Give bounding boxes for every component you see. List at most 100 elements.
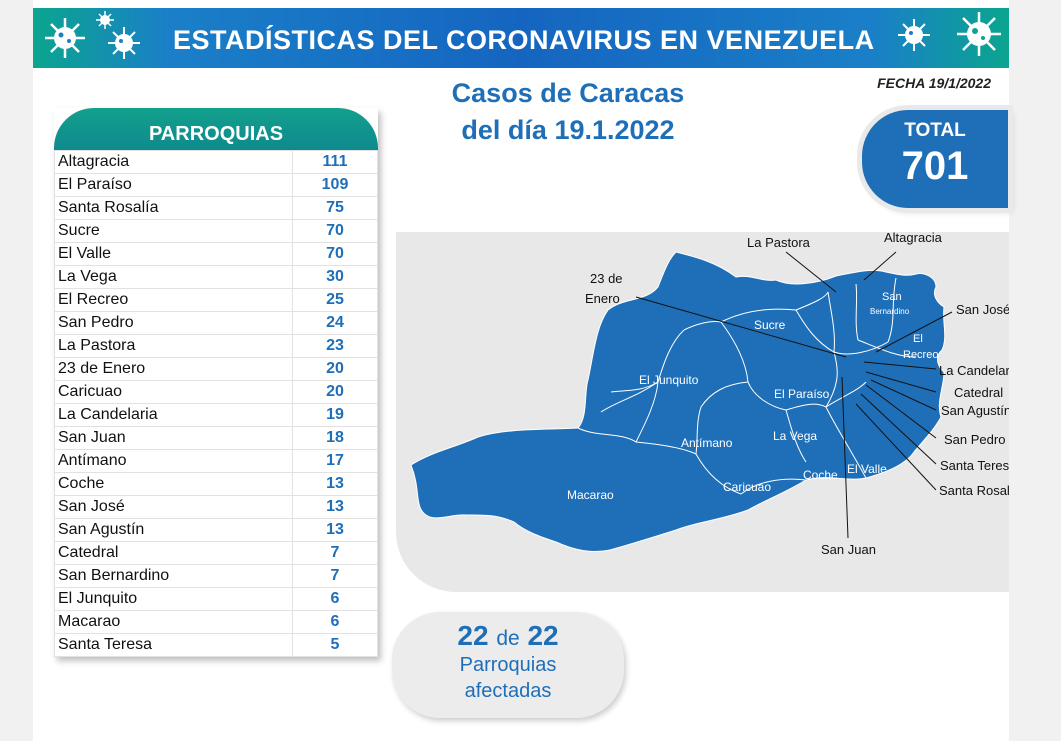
parish-name: Santa Teresa <box>54 633 293 657</box>
parish-name: San Agustín <box>54 518 293 542</box>
map-label: El Valle <box>847 462 887 476</box>
table-row: Coche 13 <box>54 472 378 496</box>
total-box: TOTAL 701 <box>862 110 1008 208</box>
parish-cases: 20 <box>292 357 378 381</box>
parish-cases: 17 <box>292 449 378 473</box>
map-label: Antímano <box>681 436 733 450</box>
callout-label: Santa Rosalía <box>939 483 1009 498</box>
parish-cases: 20 <box>292 380 378 404</box>
header-banner: ESTADÍSTICAS DEL CORONAVIRUS EN VENEZUEL… <box>33 8 1009 68</box>
table-row: Altagracia 111 <box>54 150 378 174</box>
parish-name: La Pastora <box>54 334 293 358</box>
parishes-table: PARROQUIAS Altagracia 111 El Paraíso 109 San… <box>54 108 378 657</box>
parish-borders <box>577 277 917 495</box>
map-label: El <box>913 333 923 345</box>
table-row: El Recreo 25 <box>54 288 378 312</box>
parish-cases: 25 <box>292 288 378 312</box>
affected-count-total: 22 <box>527 620 559 651</box>
callout-label: San José <box>956 302 1009 317</box>
parish-name: Sucre <box>54 219 293 243</box>
parish-name: Antímano <box>54 449 293 473</box>
parish-cases: 19 <box>292 403 378 427</box>
callout-labels: La Pastora Altagracia 23 de Enero San Jo… <box>585 232 1009 557</box>
parish-cases: 30 <box>292 265 378 289</box>
parish-name: Catedral <box>54 541 293 565</box>
parish-name: Santa Rosalía <box>54 196 293 220</box>
table-row: La Vega 30 <box>54 265 378 289</box>
parish-cases: 6 <box>292 610 378 634</box>
callout-label: Santa Teresa <box>940 458 1009 473</box>
affected-line-2: afectadas <box>464 680 552 702</box>
total-value: 701 <box>901 144 969 188</box>
table-row: San Juan 18 <box>54 426 378 450</box>
parish-cases: 13 <box>292 495 378 519</box>
table-row: San Pedro 24 <box>54 311 378 335</box>
banner-title: ESTADÍSTICAS DEL CORONAVIRUS EN VENEZUEL… <box>173 25 875 55</box>
parish-name: Macarao <box>54 610 293 634</box>
table-row: Santa Teresa 5 <box>54 633 378 657</box>
subtitle-line-1: Casos de Caracas <box>451 78 685 108</box>
parish-cases: 111 <box>292 150 378 174</box>
callout-label: San Juan <box>821 542 876 557</box>
map-label: El Junquito <box>639 373 699 387</box>
parish-cases: 23 <box>292 334 378 358</box>
parish-cases: 109 <box>292 173 378 197</box>
virus-icon <box>96 11 114 29</box>
affected-count-of-word: de <box>496 627 520 650</box>
map-label: La Vega <box>773 429 817 443</box>
parish-name: El Junquito <box>54 587 293 611</box>
table-row: El Valle 70 <box>54 242 378 266</box>
report-date: FECHA 19/1/2022 <box>877 75 991 91</box>
callout-label: San Pedro <box>944 432 1005 447</box>
parish-cases: 13 <box>292 472 378 496</box>
virus-icon <box>957 12 1001 56</box>
map-label: Recreo <box>903 349 938 361</box>
callout-label: Enero <box>585 291 620 306</box>
map-label: Caricuao <box>723 480 771 494</box>
total-label: TOTAL <box>904 120 966 141</box>
parish-cases: 24 <box>292 311 378 335</box>
map-label: Bernardino <box>870 307 910 316</box>
callout-lines <box>635 251 953 539</box>
parish-name: El Recreo <box>54 288 293 312</box>
table-row: San José 13 <box>54 495 378 519</box>
parish-cases: 18 <box>292 426 378 450</box>
table-header: PARROQUIAS <box>54 108 378 150</box>
table-row: La Pastora 23 <box>54 334 378 358</box>
infographic-sheet: ESTADÍSTICAS DEL CORONAVIRUS EN VENEZUEL… <box>33 0 1009 741</box>
callout-label: La Candelaria <box>939 363 1009 378</box>
table-row: San Bernardino 7 <box>54 564 378 588</box>
parish-name: El Valle <box>54 242 293 266</box>
parish-name: San Bernardino <box>54 564 293 588</box>
caracas-map-shape <box>410 251 946 553</box>
parish-name: San José <box>54 495 293 519</box>
table-row: Catedral 7 <box>54 541 378 565</box>
virus-icon <box>898 19 930 51</box>
affected-parishes-box: 22 de 22 Parroquias afectadas <box>392 612 624 718</box>
parish-name: La Vega <box>54 265 293 289</box>
parish-name: Altagracia <box>54 150 293 174</box>
table-row: 23 de Enero 20 <box>54 357 378 381</box>
parish-cases: 13 <box>292 518 378 542</box>
parish-name: San Pedro <box>54 311 293 335</box>
parish-name: El Paraíso <box>54 173 293 197</box>
virus-icon <box>45 18 85 58</box>
callout-label: La Pastora <box>747 235 811 250</box>
callout-label: 23 de <box>590 271 623 286</box>
table-row: Santa Rosalía 75 <box>54 196 378 220</box>
map-label: Macarao <box>567 488 614 502</box>
parish-cases: 6 <box>292 587 378 611</box>
callout-label: San Agustín <box>941 403 1009 418</box>
parish-cases: 70 <box>292 219 378 243</box>
table-row: Antímano 17 <box>54 449 378 473</box>
table-row: El Junquito 6 <box>54 587 378 611</box>
table-row: San Agustín 13 <box>54 518 378 542</box>
table-row: Macarao 6 <box>54 610 378 634</box>
map-label: Sucre <box>754 318 786 332</box>
parish-cases: 70 <box>292 242 378 266</box>
parish-name: 23 de Enero <box>54 357 293 381</box>
parish-cases: 7 <box>292 541 378 565</box>
parish-name: Coche <box>54 472 293 496</box>
virus-icon <box>108 27 140 59</box>
map-label: San <box>882 291 902 303</box>
